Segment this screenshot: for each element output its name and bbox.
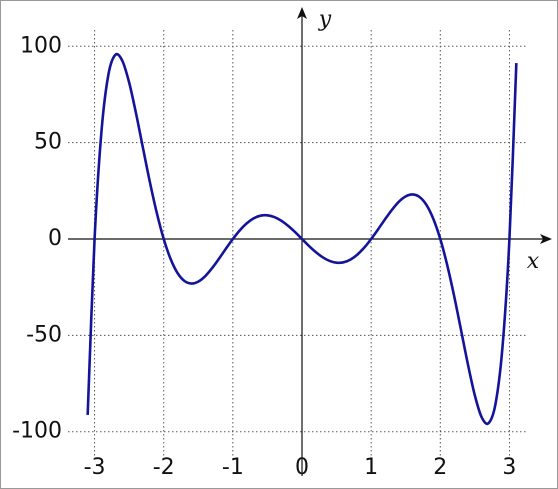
line <box>86 52 518 426</box>
x-tick-label: -2 <box>153 455 175 480</box>
x-tick-label: -3 <box>84 455 106 480</box>
x-tick-label: 3 <box>502 455 516 480</box>
x-tick-label: 1 <box>364 455 378 480</box>
y-tick-label: 100 <box>20 33 62 58</box>
y-axis-label: y <box>318 7 332 32</box>
x-tick-label: -1 <box>222 455 244 480</box>
x-tick-label: 2 <box>433 455 447 480</box>
y-tick-label: -100 <box>12 419 62 444</box>
x-axis-label: x <box>527 249 540 274</box>
y-axis-arrow <box>297 7 307 19</box>
y-tick-label: 0 <box>48 226 62 251</box>
x-axis-arrow <box>540 234 552 244</box>
y-tick-label: -50 <box>26 322 62 347</box>
y-tick-label: 50 <box>34 130 62 155</box>
